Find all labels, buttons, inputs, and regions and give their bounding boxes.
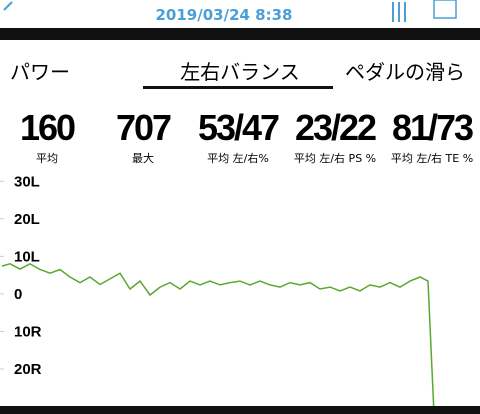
tab-active[interactable]: 左右バランス	[180, 60, 300, 84]
stat-value: 707	[116, 107, 171, 148]
stat-label: 平均 左/右 TE %	[391, 151, 473, 165]
stat-value: 81/73	[392, 107, 473, 148]
stat-value: 53/47	[198, 107, 279, 148]
back-icon[interactable]	[3, 1, 13, 11]
y-tick-label: 10L	[14, 248, 40, 265]
stat-label: 平均	[36, 152, 58, 165]
stat-value: 160	[20, 107, 75, 148]
tab[interactable]: パワー	[10, 60, 70, 84]
stat-label: 平均 左/右 PS %	[294, 151, 376, 165]
tab[interactable]: ペダルの滑ら	[345, 60, 465, 84]
stat-value: 23/22	[295, 107, 376, 148]
y-tick-label: 0	[14, 286, 22, 303]
stat-label: 平均 左/右%	[207, 151, 269, 165]
balance-line	[1, 262, 435, 414]
y-tick-label: 30L	[14, 173, 40, 190]
share-icon[interactable]	[433, 0, 457, 19]
stat-label: 最大	[132, 151, 154, 165]
y-tick-label: 10R	[14, 323, 42, 340]
y-tick-label: 20L	[14, 211, 40, 228]
dark-band	[0, 28, 480, 40]
datetime: 2019/03/24 8:38	[156, 6, 293, 24]
bottom-band	[0, 406, 480, 414]
settings-icon[interactable]	[392, 2, 406, 22]
y-tick-label: 20R	[14, 361, 42, 378]
tab-underline	[143, 86, 333, 89]
